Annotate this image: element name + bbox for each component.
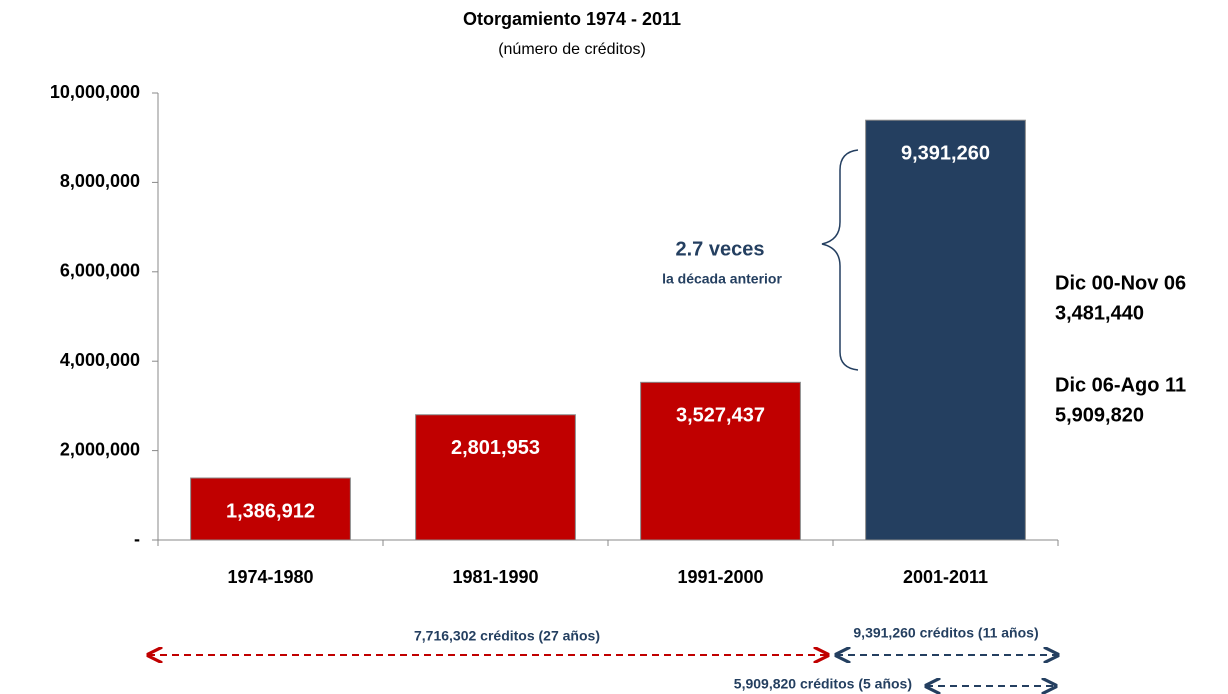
annotation: 5,909,820 créditos (5 años) bbox=[734, 676, 912, 692]
y-tick-label: 4,000,000 bbox=[60, 350, 140, 370]
annotation: 3,481,440 bbox=[1055, 302, 1144, 324]
chart-title: Otorgamiento 1974 - 2011 bbox=[463, 9, 681, 29]
x-tick-label: 1991-2000 bbox=[677, 567, 763, 587]
annotation: 2.7 veces bbox=[676, 238, 765, 260]
bar bbox=[640, 381, 801, 541]
annotation: la década anterior bbox=[662, 271, 782, 287]
y-tick-label: 6,000,000 bbox=[60, 261, 140, 281]
bar bbox=[190, 477, 351, 541]
bar bbox=[415, 414, 576, 541]
value-label: 1,386,912 bbox=[226, 500, 315, 522]
value-label: 9,391,260 bbox=[901, 142, 990, 164]
x-tick-label: 1974-1980 bbox=[227, 567, 313, 587]
annotation: 7,716,302 créditos (27 años) bbox=[414, 628, 600, 644]
annotation: Dic 00-Nov 06 bbox=[1055, 272, 1186, 294]
annotation: 9,391,260 créditos (11 años) bbox=[853, 625, 1038, 641]
annotation: 5,909,820 bbox=[1055, 404, 1144, 426]
x-tick-label: 2001-2011 bbox=[903, 567, 988, 587]
y-tick-label: 8,000,000 bbox=[60, 171, 140, 191]
annotation: Dic 06-Ago 11 bbox=[1055, 374, 1186, 396]
y-tick-label: 2,000,000 bbox=[60, 439, 140, 459]
x-tick-label: 1981-1990 bbox=[452, 567, 538, 587]
brace bbox=[821, 149, 859, 371]
value-label: 2,801,953 bbox=[451, 437, 540, 459]
chart-subtitle: (número de créditos) bbox=[498, 41, 646, 58]
y-tick-label: 10,000,000 bbox=[50, 82, 140, 102]
y-tick-label: - bbox=[134, 529, 140, 549]
value-label: 3,527,437 bbox=[676, 405, 765, 427]
bar bbox=[865, 119, 1026, 541]
